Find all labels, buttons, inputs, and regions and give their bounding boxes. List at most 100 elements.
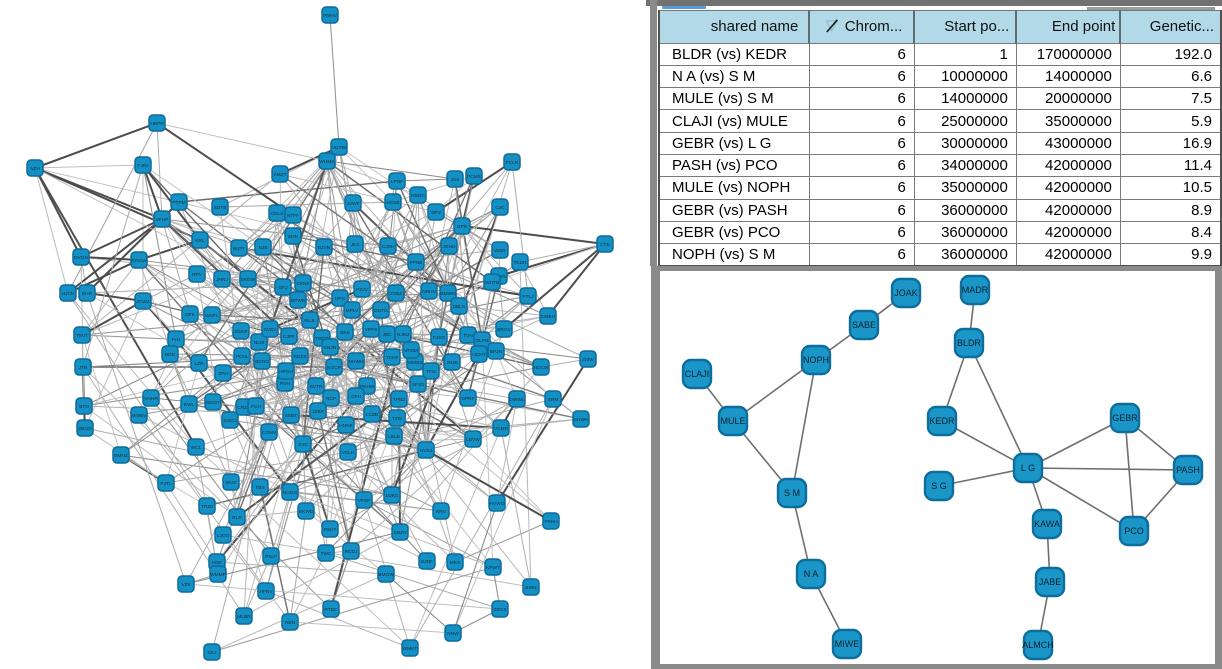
svg-text:PSHT: PSHT — [324, 527, 337, 533]
svg-text:MNWV: MNWV — [131, 413, 147, 419]
svg-text:MIWE: MIWE — [835, 639, 860, 649]
svg-text:HFNV: HFNV — [259, 589, 273, 595]
svg-text:HNNK: HNNK — [339, 423, 353, 429]
svg-text:RBDC: RBDC — [411, 193, 425, 199]
svg-text:SVC: SVC — [298, 442, 308, 448]
svg-text:KKWD: KKWD — [299, 509, 314, 515]
svg-text:FCLR: FCLR — [506, 160, 519, 166]
svg-text:KEDR: KEDR — [929, 416, 955, 426]
svg-text:KWL: KWL — [184, 402, 195, 408]
svg-text:CKNK: CKNK — [296, 281, 310, 287]
svg-text:SKGW: SKGW — [241, 277, 256, 283]
svg-text:MLBR: MLBR — [237, 614, 251, 620]
svg-text:SDTB: SDTB — [214, 205, 227, 211]
svg-text:DWWL: DWWL — [509, 397, 525, 403]
svg-text:L G: L G — [1021, 463, 1035, 473]
svg-text:PCMS: PCMS — [467, 174, 481, 180]
svg-text:JGHD: JGHD — [442, 244, 456, 250]
svg-text:VCMR: VCMR — [494, 426, 509, 432]
svg-text:NLM: NLM — [254, 340, 264, 346]
svg-text:BDN: BDN — [165, 352, 176, 358]
svg-text:VZK: VZK — [181, 582, 191, 588]
svg-text:BHR: BHR — [82, 291, 93, 297]
svg-text:TPJD: TPJD — [201, 504, 214, 510]
svg-text:CLAJI: CLAJI — [685, 369, 710, 379]
svg-text:MULE: MULE — [720, 416, 745, 426]
svg-text:FJSG: FJSG — [433, 335, 446, 341]
svg-text:SFJG: SFJG — [412, 382, 425, 388]
svg-text:NNHV: NNHV — [422, 289, 436, 295]
svg-text:RVH: RVH — [280, 381, 291, 387]
svg-text:FCH: FCH — [251, 404, 261, 410]
svg-text:ZGKZ: ZGKZ — [494, 607, 507, 613]
svg-text:HCHT: HCHT — [472, 352, 485, 358]
svg-text:WVZ: WVZ — [226, 480, 237, 486]
svg-text:HJCN: HJCN — [62, 291, 75, 297]
svg-text:WMMP: WMMP — [210, 572, 226, 578]
svg-text:ZPH: ZPH — [218, 371, 228, 377]
svg-text:MADR: MADR — [962, 285, 989, 295]
svg-text:MSF: MSF — [212, 560, 222, 566]
svg-text:KPWT: KPWT — [486, 565, 500, 571]
svg-text:JVWF: JVWF — [346, 201, 359, 207]
svg-text:BMGW: BMGW — [378, 572, 394, 578]
svg-text:NCP: NCP — [326, 396, 336, 402]
svg-text:VPPS: VPPS — [365, 327, 378, 333]
svg-text:HFG: HFG — [335, 296, 345, 302]
svg-text:ZFWZ: ZFWZ — [136, 299, 149, 305]
svg-text:TPBZ: TPBZ — [393, 397, 405, 403]
svg-text:JHJB: JHJB — [446, 360, 457, 366]
svg-text:KMZT: KMZT — [273, 172, 286, 178]
svg-text:ALMCH: ALMCH — [1022, 640, 1054, 650]
svg-text:DFK: DFK — [185, 312, 195, 318]
svg-text:WVFL: WVFL — [205, 313, 219, 319]
svg-text:TCKF: TCKF — [386, 355, 399, 361]
svg-text:CTD: CTD — [600, 242, 610, 248]
svg-text:CMBH: CMBH — [541, 314, 556, 320]
svg-text:WPZ: WPZ — [431, 210, 442, 216]
svg-text:BKK: BKK — [340, 330, 350, 336]
svg-text:WDGT: WDGT — [206, 400, 221, 406]
svg-text:BLDR: BLDR — [957, 338, 982, 348]
svg-text:WHTB: WHTB — [485, 280, 499, 286]
svg-text:BTN: BTN — [79, 404, 89, 410]
svg-text:NZH: NZH — [30, 166, 40, 172]
svg-text:RPV: RPV — [192, 272, 203, 278]
svg-text:RTDC: RTDC — [324, 607, 338, 613]
svg-text:MPLV: MPLV — [346, 308, 360, 314]
svg-text:RRGW: RRGW — [131, 258, 147, 264]
svg-text:DBZN: DBZN — [393, 530, 407, 536]
svg-text:PSLF: PSLF — [265, 554, 277, 560]
svg-text:HVWG: HVWG — [490, 501, 505, 507]
svg-text:FRKH: FRKH — [544, 519, 558, 525]
svg-text:GFH: GFH — [351, 394, 362, 400]
svg-text:VPSP: VPSP — [358, 498, 371, 504]
svg-text:LPNF: LPNF — [391, 179, 403, 185]
svg-text:S G: S G — [931, 481, 947, 491]
svg-text:VFDM: VFDM — [404, 348, 418, 354]
svg-text:SABE: SABE — [852, 320, 876, 330]
svg-text:JABE: JABE — [1039, 577, 1062, 587]
svg-text:HVSJ: HVSJ — [420, 448, 433, 454]
svg-text:SNJN: SNJN — [324, 345, 337, 351]
svg-text:PCO: PCO — [1124, 526, 1144, 536]
svg-text:SHN: SHN — [288, 234, 299, 240]
svg-text:NHGG: NHGG — [283, 490, 298, 496]
svg-text:JBC: JBC — [382, 332, 392, 338]
svg-text:LZR: LZR — [194, 361, 204, 367]
svg-text:VDTW: VDTW — [332, 145, 347, 151]
svg-text:ZGKP: ZGKP — [234, 329, 247, 335]
svg-text:PZJV: PZJV — [356, 287, 369, 293]
svg-text:SVBV: SVBV — [264, 327, 278, 333]
svg-text:PASH: PASH — [1176, 465, 1200, 475]
svg-text:RCDJ: RCDJ — [345, 549, 358, 555]
svg-text:GEBR: GEBR — [1112, 413, 1138, 423]
svg-text:WMSS: WMSS — [408, 360, 423, 366]
svg-text:BVTR: BVTR — [310, 384, 323, 390]
svg-text:ZBGR: ZBGR — [78, 426, 92, 432]
svg-text:KRV: KRV — [436, 509, 447, 515]
svg-text:TVN: TVN — [463, 333, 473, 339]
svg-text:PJTL: PJTL — [160, 481, 172, 487]
svg-text:BMWN: BMWN — [440, 291, 456, 297]
svg-text:BRGV: BRGV — [497, 327, 511, 333]
